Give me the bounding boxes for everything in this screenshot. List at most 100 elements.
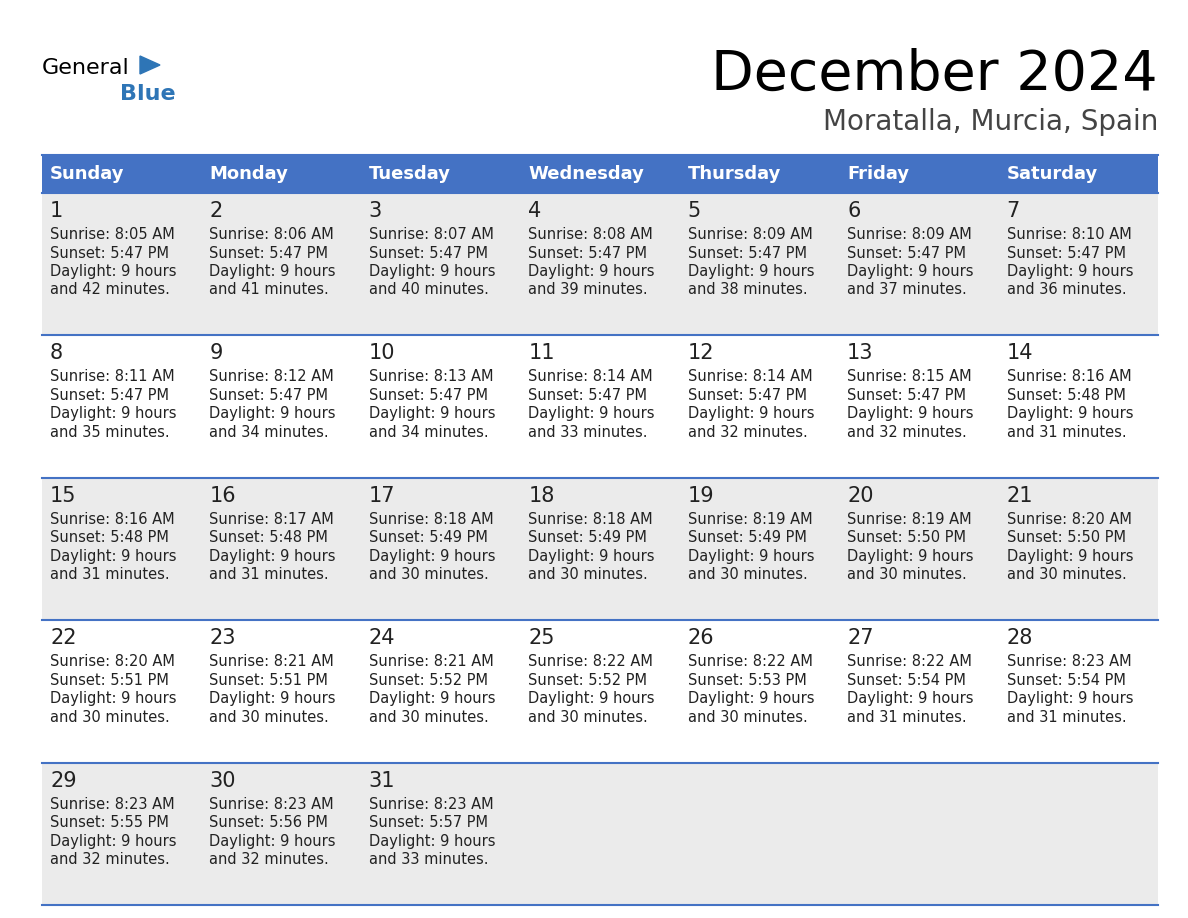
Text: Sunrise: 8:14 AM: Sunrise: 8:14 AM <box>688 369 813 385</box>
Text: Sunrise: 8:19 AM: Sunrise: 8:19 AM <box>847 512 972 527</box>
Text: and 42 minutes.: and 42 minutes. <box>50 283 170 297</box>
Text: 10: 10 <box>368 343 396 364</box>
Text: Daylight: 9 hours: Daylight: 9 hours <box>529 407 655 421</box>
Text: 19: 19 <box>688 486 714 506</box>
Polygon shape <box>140 56 160 74</box>
Text: Sunset: 5:47 PM: Sunset: 5:47 PM <box>847 388 966 403</box>
Text: Sunrise: 8:05 AM: Sunrise: 8:05 AM <box>50 227 175 242</box>
Bar <box>42 193 1158 335</box>
Text: Daylight: 9 hours: Daylight: 9 hours <box>529 549 655 564</box>
Text: Daylight: 9 hours: Daylight: 9 hours <box>50 407 177 421</box>
Text: 30: 30 <box>209 770 236 790</box>
Text: and 31 minutes.: and 31 minutes. <box>847 710 967 724</box>
Text: Daylight: 9 hours: Daylight: 9 hours <box>209 407 336 421</box>
Text: Daylight: 9 hours: Daylight: 9 hours <box>1006 549 1133 564</box>
Text: Sunset: 5:49 PM: Sunset: 5:49 PM <box>529 531 647 545</box>
Text: Sunset: 5:54 PM: Sunset: 5:54 PM <box>1006 673 1125 688</box>
Text: 26: 26 <box>688 628 714 648</box>
Text: Sunrise: 8:22 AM: Sunrise: 8:22 AM <box>688 655 813 669</box>
Bar <box>42 477 1158 621</box>
Text: and 31 minutes.: and 31 minutes. <box>1006 425 1126 440</box>
Text: Sunset: 5:57 PM: Sunset: 5:57 PM <box>368 815 488 830</box>
Text: and 37 minutes.: and 37 minutes. <box>847 283 967 297</box>
Text: Blue: Blue <box>120 84 176 104</box>
Text: Sunrise: 8:07 AM: Sunrise: 8:07 AM <box>368 227 494 242</box>
Text: 16: 16 <box>209 486 236 506</box>
Text: Daylight: 9 hours: Daylight: 9 hours <box>368 549 495 564</box>
Text: 29: 29 <box>50 770 76 790</box>
Text: and 40 minutes.: and 40 minutes. <box>368 283 488 297</box>
Text: Daylight: 9 hours: Daylight: 9 hours <box>368 691 495 706</box>
Bar <box>42 621 1158 763</box>
Text: and 30 minutes.: and 30 minutes. <box>688 710 808 724</box>
Text: and 39 minutes.: and 39 minutes. <box>529 283 647 297</box>
Text: and 33 minutes.: and 33 minutes. <box>368 852 488 868</box>
Text: Sunset: 5:47 PM: Sunset: 5:47 PM <box>50 245 169 261</box>
Text: Sunset: 5:47 PM: Sunset: 5:47 PM <box>529 388 647 403</box>
Text: Sunset: 5:49 PM: Sunset: 5:49 PM <box>368 531 488 545</box>
Text: Sunset: 5:53 PM: Sunset: 5:53 PM <box>688 673 807 688</box>
Text: Sunset: 5:47 PM: Sunset: 5:47 PM <box>688 245 807 261</box>
Text: Sunrise: 8:06 AM: Sunrise: 8:06 AM <box>209 227 334 242</box>
Text: and 30 minutes.: and 30 minutes. <box>368 567 488 582</box>
Text: Daylight: 9 hours: Daylight: 9 hours <box>209 549 336 564</box>
Text: and 30 minutes.: and 30 minutes. <box>209 710 329 724</box>
Text: Daylight: 9 hours: Daylight: 9 hours <box>688 691 814 706</box>
Text: Monday: Monday <box>209 165 289 183</box>
Text: Sunrise: 8:17 AM: Sunrise: 8:17 AM <box>209 512 334 527</box>
Text: Sunrise: 8:11 AM: Sunrise: 8:11 AM <box>50 369 175 385</box>
Text: 4: 4 <box>529 201 542 221</box>
Text: Sunset: 5:51 PM: Sunset: 5:51 PM <box>209 673 328 688</box>
Text: Sunrise: 8:19 AM: Sunrise: 8:19 AM <box>688 512 813 527</box>
Text: Daylight: 9 hours: Daylight: 9 hours <box>1006 407 1133 421</box>
Text: and 32 minutes.: and 32 minutes. <box>688 425 808 440</box>
Text: and 31 minutes.: and 31 minutes. <box>50 567 170 582</box>
Text: Sunset: 5:47 PM: Sunset: 5:47 PM <box>529 245 647 261</box>
Text: Sunset: 5:51 PM: Sunset: 5:51 PM <box>50 673 169 688</box>
Text: Sunset: 5:47 PM: Sunset: 5:47 PM <box>368 245 488 261</box>
Text: Sunrise: 8:08 AM: Sunrise: 8:08 AM <box>529 227 653 242</box>
Text: and 32 minutes.: and 32 minutes. <box>847 425 967 440</box>
Text: 11: 11 <box>529 343 555 364</box>
Text: Sunrise: 8:21 AM: Sunrise: 8:21 AM <box>209 655 334 669</box>
Text: Wednesday: Wednesday <box>529 165 644 183</box>
Text: Sunrise: 8:16 AM: Sunrise: 8:16 AM <box>50 512 175 527</box>
Text: 20: 20 <box>847 486 873 506</box>
Text: and 34 minutes.: and 34 minutes. <box>209 425 329 440</box>
Text: 9: 9 <box>209 343 223 364</box>
Text: Sunset: 5:49 PM: Sunset: 5:49 PM <box>688 531 807 545</box>
Text: Sunset: 5:48 PM: Sunset: 5:48 PM <box>209 531 328 545</box>
Text: 24: 24 <box>368 628 396 648</box>
Text: Sunrise: 8:20 AM: Sunrise: 8:20 AM <box>1006 512 1131 527</box>
Text: December 2024: December 2024 <box>712 48 1158 102</box>
Text: and 30 minutes.: and 30 minutes. <box>688 567 808 582</box>
Text: Daylight: 9 hours: Daylight: 9 hours <box>50 549 177 564</box>
Text: Moratalla, Murcia, Spain: Moratalla, Murcia, Spain <box>822 108 1158 136</box>
Text: and 34 minutes.: and 34 minutes. <box>368 425 488 440</box>
Text: Daylight: 9 hours: Daylight: 9 hours <box>688 264 814 279</box>
Text: Sunrise: 8:23 AM: Sunrise: 8:23 AM <box>50 797 175 812</box>
Text: Sunset: 5:48 PM: Sunset: 5:48 PM <box>1006 388 1125 403</box>
Text: Sunrise: 8:13 AM: Sunrise: 8:13 AM <box>368 369 493 385</box>
Text: Sunrise: 8:21 AM: Sunrise: 8:21 AM <box>368 655 493 669</box>
Text: and 31 minutes.: and 31 minutes. <box>209 567 329 582</box>
Text: 13: 13 <box>847 343 873 364</box>
Text: Daylight: 9 hours: Daylight: 9 hours <box>209 691 336 706</box>
Text: Sunrise: 8:15 AM: Sunrise: 8:15 AM <box>847 369 972 385</box>
Text: Sunset: 5:47 PM: Sunset: 5:47 PM <box>368 388 488 403</box>
Text: Sunrise: 8:23 AM: Sunrise: 8:23 AM <box>1006 655 1131 669</box>
Text: Daylight: 9 hours: Daylight: 9 hours <box>847 691 974 706</box>
Text: Daylight: 9 hours: Daylight: 9 hours <box>847 264 974 279</box>
Text: Friday: Friday <box>847 165 909 183</box>
Text: Sunset: 5:50 PM: Sunset: 5:50 PM <box>847 531 966 545</box>
Text: Sunrise: 8:23 AM: Sunrise: 8:23 AM <box>209 797 334 812</box>
Text: 31: 31 <box>368 770 396 790</box>
Text: and 30 minutes.: and 30 minutes. <box>529 567 647 582</box>
Text: Daylight: 9 hours: Daylight: 9 hours <box>1006 691 1133 706</box>
Text: 6: 6 <box>847 201 860 221</box>
Text: Sunrise: 8:18 AM: Sunrise: 8:18 AM <box>529 512 653 527</box>
Text: and 36 minutes.: and 36 minutes. <box>1006 283 1126 297</box>
Text: 25: 25 <box>529 628 555 648</box>
Text: and 30 minutes.: and 30 minutes. <box>1006 567 1126 582</box>
Text: and 33 minutes.: and 33 minutes. <box>529 425 647 440</box>
